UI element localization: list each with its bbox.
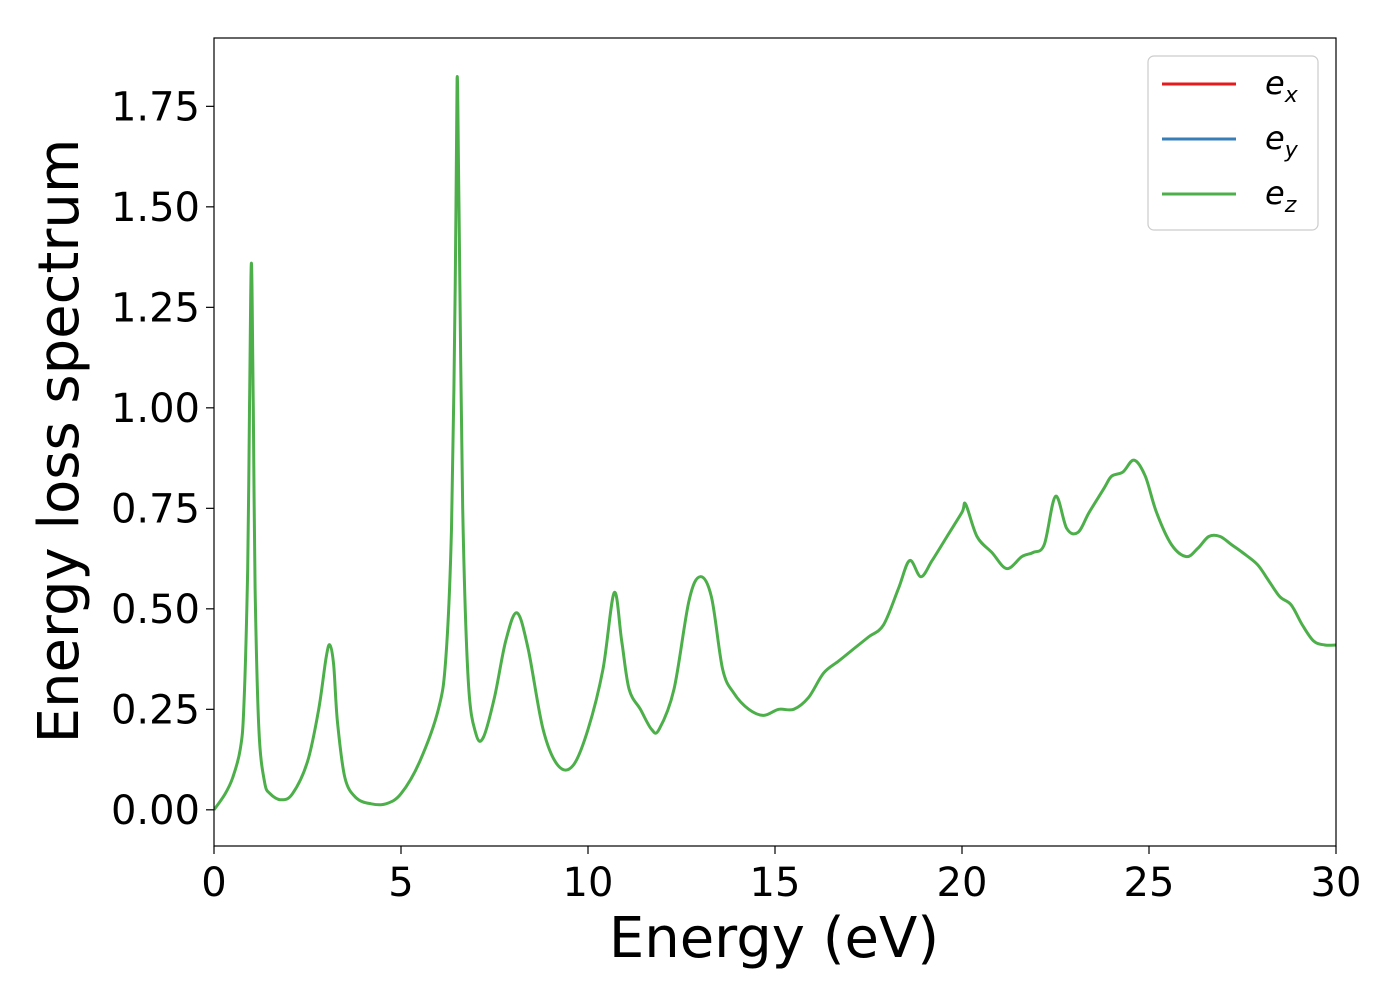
y-tick-label: 1.50 bbox=[111, 185, 200, 231]
x-tick-label: 10 bbox=[563, 860, 614, 906]
y-tick-label: 0.75 bbox=[111, 486, 200, 532]
x-tick-label: 0 bbox=[201, 860, 226, 906]
series-lines bbox=[214, 75, 1336, 811]
y-tick-label: 1.75 bbox=[111, 84, 200, 130]
x-tick-label: 25 bbox=[1124, 860, 1175, 906]
x-tick-label: 30 bbox=[1311, 860, 1362, 906]
x-tick-label: 20 bbox=[937, 860, 988, 906]
y-tick-label: 1.00 bbox=[111, 386, 200, 432]
legend-box bbox=[1147, 55, 1319, 231]
y-tick-label: 1.25 bbox=[111, 285, 200, 331]
x-axis: 0 5 10 15 20 25 30 bbox=[201, 846, 1361, 906]
x-tick-label: 5 bbox=[388, 860, 413, 906]
y-tick-label: 0.50 bbox=[111, 587, 200, 633]
x-tick-label: 15 bbox=[750, 860, 801, 906]
x-axis-title: Energy (eV) bbox=[609, 906, 939, 971]
y-axis: 0.00 0.25 0.50 0.75 1.00 1.25 1.50 1.75 bbox=[111, 84, 214, 834]
series-line-e_z bbox=[214, 75, 1336, 811]
y-tick-label: 0.00 bbox=[111, 788, 200, 834]
y-axis-title: Energy loss spectrum bbox=[27, 139, 92, 744]
y-tick-label: 0.25 bbox=[111, 687, 200, 733]
